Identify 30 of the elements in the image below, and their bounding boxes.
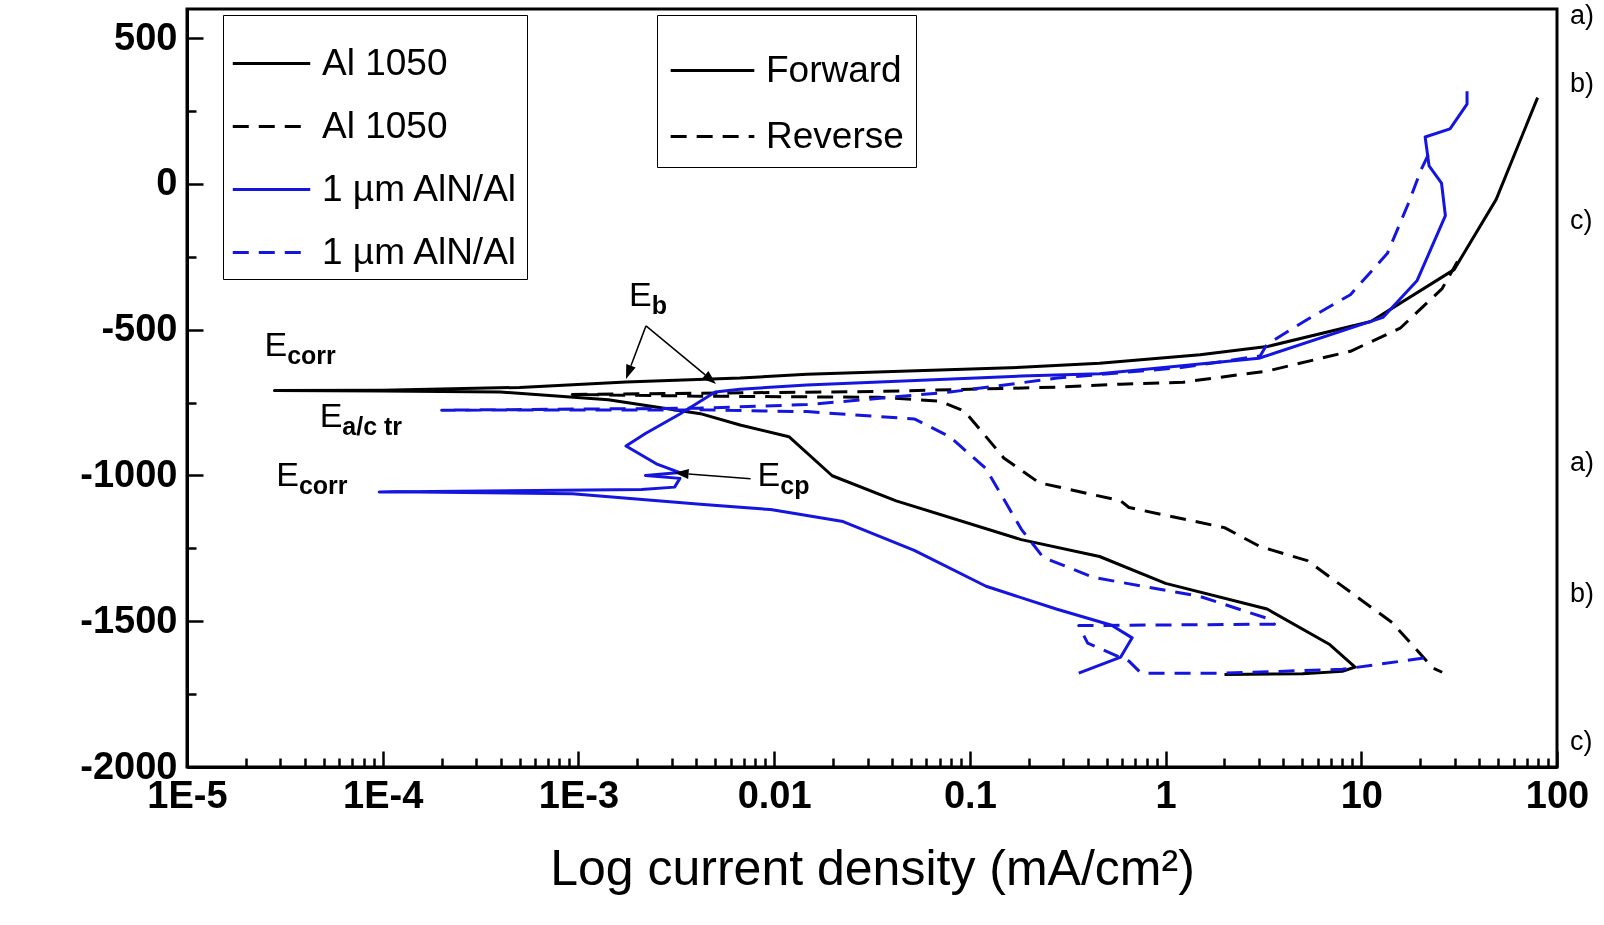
y-tick-label: 500: [114, 15, 178, 58]
legend-label: 1 µm AlN/Al: [322, 167, 517, 209]
x-axis-title: Log current density (mA/cm²): [550, 839, 1195, 896]
y-tick-label: -1000: [80, 452, 178, 495]
annotation: Forward: [766, 48, 902, 90]
y-tick-label: 0: [156, 161, 178, 204]
text: c): [1570, 726, 1593, 756]
x-tick-label: 1: [1155, 773, 1177, 816]
text: c): [1570, 205, 1593, 235]
x-tick-label: 10: [1340, 773, 1383, 816]
x-tick-label: 1E-4: [343, 773, 424, 816]
text: b): [1570, 578, 1595, 608]
text: a): [1570, 0, 1595, 30]
x-tick-label: 100: [1525, 773, 1590, 816]
x-tick-label: 0.01: [737, 773, 812, 816]
annotation: E$_{b}$: [628, 274, 667, 319]
legend-label: 1 µm AlN/Al: [322, 230, 517, 272]
annotation: Reverse: [766, 114, 904, 156]
annotation: E$_{corr}$: [276, 455, 348, 499]
annotation: E$_{a/c tr}$: [319, 396, 403, 440]
y-tick-label: -1500: [80, 598, 178, 641]
y-tick-label: -500: [101, 307, 178, 350]
annotation: E$_{cp}$: [757, 454, 810, 499]
legend-label: Al 1050: [322, 104, 448, 146]
x-tick-label: 1E-3: [538, 773, 620, 816]
legend-label: Al 1050: [322, 41, 448, 83]
annotation: E$_{corr}$: [264, 324, 337, 369]
text: b): [1570, 68, 1595, 98]
x-tick-label: 0.1: [943, 773, 997, 816]
text: a): [1570, 447, 1595, 477]
